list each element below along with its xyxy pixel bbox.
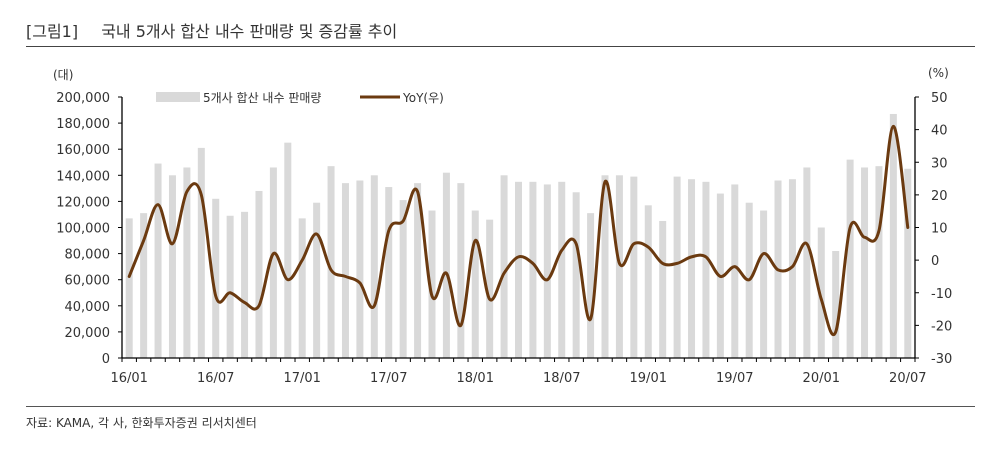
bar bbox=[731, 184, 739, 358]
bar bbox=[529, 181, 537, 358]
legend-bar-swatch bbox=[156, 92, 200, 102]
x-tick-label: 16/07 bbox=[197, 371, 234, 386]
x-tick-label: 18/07 bbox=[543, 371, 580, 386]
left-tick-label: 40,000 bbox=[65, 300, 111, 315]
bar bbox=[125, 218, 133, 358]
bar-series bbox=[125, 113, 912, 358]
bar bbox=[313, 202, 321, 358]
bar bbox=[846, 159, 854, 358]
bar bbox=[428, 210, 436, 358]
source-note: 자료: KAMA, 각 사, 한화투자증권 리서치센터 bbox=[26, 416, 257, 430]
right-tick-label: -10 bbox=[931, 287, 952, 302]
bar bbox=[284, 142, 292, 358]
x-tick-label: 20/01 bbox=[803, 371, 840, 386]
x-tick-label: 19/07 bbox=[716, 371, 753, 386]
title-divider bbox=[26, 46, 975, 47]
right-tick-label: 30 bbox=[931, 156, 948, 171]
right-tick-label: 10 bbox=[931, 222, 948, 237]
bar bbox=[760, 210, 768, 358]
bar bbox=[370, 175, 378, 358]
left-tick-label: 180,000 bbox=[56, 117, 110, 132]
right-tick-label: 0 bbox=[931, 254, 939, 269]
bar bbox=[457, 183, 465, 358]
bar bbox=[688, 179, 696, 358]
bar bbox=[817, 227, 825, 358]
bar bbox=[442, 172, 450, 358]
x-tick-label: 20/07 bbox=[889, 371, 926, 386]
bar bbox=[269, 167, 277, 358]
bar bbox=[601, 175, 609, 358]
bar bbox=[803, 167, 811, 358]
right-tick-label: -20 bbox=[931, 319, 952, 334]
right-axis-unit: (%) bbox=[928, 66, 949, 80]
legend: 5개사 합산 내수 판매량 YoY(우) bbox=[156, 91, 444, 105]
bar bbox=[500, 175, 508, 358]
bar bbox=[515, 181, 522, 358]
right-tick-label: 50 bbox=[931, 91, 948, 106]
bar bbox=[543, 184, 551, 358]
bar bbox=[356, 180, 364, 358]
bar bbox=[558, 181, 566, 358]
left-tick-label: 200,000 bbox=[56, 91, 110, 106]
bar bbox=[399, 200, 407, 358]
x-tick-label: 16/01 bbox=[110, 371, 147, 386]
right-tick-label: 20 bbox=[931, 189, 948, 204]
left-tick-label: 60,000 bbox=[65, 274, 111, 289]
bar bbox=[572, 192, 580, 358]
bar bbox=[587, 213, 595, 358]
left-tick-label: 120,000 bbox=[56, 195, 110, 210]
bar bbox=[385, 187, 393, 358]
right-tick-label: -30 bbox=[931, 352, 952, 367]
bar bbox=[154, 163, 162, 358]
bar bbox=[298, 218, 306, 358]
figure-label: [그림1] bbox=[26, 22, 79, 41]
x-tick-label: 18/01 bbox=[457, 371, 494, 386]
bar bbox=[644, 205, 652, 358]
right-tick-label: 40 bbox=[931, 124, 948, 139]
figure-title: 국내 5개사 합산 내수 판매량 및 증감률 추이 bbox=[101, 22, 398, 41]
bar bbox=[255, 190, 263, 358]
bar bbox=[832, 250, 840, 358]
bar bbox=[341, 183, 349, 358]
bar bbox=[327, 166, 335, 358]
left-tick-label: 20,000 bbox=[65, 326, 111, 341]
bar bbox=[889, 113, 897, 358]
bar bbox=[471, 210, 479, 358]
chart-title: [그림1] 국내 5개사 합산 내수 판매량 및 증감률 추이 bbox=[26, 18, 397, 42]
bar bbox=[486, 219, 494, 358]
left-tick-label: 160,000 bbox=[56, 143, 110, 158]
bar bbox=[241, 211, 249, 358]
x-tick-label: 17/07 bbox=[370, 371, 407, 386]
bar bbox=[875, 166, 883, 358]
legend-bar-label: 5개사 합산 내수 판매량 bbox=[203, 91, 321, 105]
bar bbox=[659, 220, 667, 358]
bar bbox=[197, 147, 205, 358]
left-axis-unit: (대) bbox=[53, 68, 74, 82]
bar bbox=[414, 183, 422, 358]
left-tick-label: 100,000 bbox=[56, 222, 110, 237]
x-tick-label: 17/01 bbox=[283, 371, 320, 386]
bar bbox=[212, 198, 220, 358]
footer-divider bbox=[26, 406, 975, 407]
bar bbox=[140, 213, 148, 358]
bar bbox=[615, 175, 623, 358]
left-tick-label: 140,000 bbox=[56, 169, 110, 184]
legend-line-label: YoY(우) bbox=[402, 91, 444, 105]
bar bbox=[904, 168, 912, 358]
left-tick-label: 0 bbox=[102, 352, 110, 367]
x-tick-label: 19/01 bbox=[630, 371, 667, 386]
bar bbox=[673, 176, 681, 358]
bar bbox=[630, 176, 638, 358]
bar bbox=[168, 175, 176, 358]
axes: 200,000 180,000 160,000 140,000 120,000 100,0… bbox=[56, 91, 952, 386]
yoy-line bbox=[127, 124, 910, 337]
bar bbox=[226, 215, 234, 358]
left-tick-label: 80,000 bbox=[65, 248, 111, 263]
bar bbox=[702, 181, 710, 358]
bar bbox=[861, 167, 869, 358]
bar bbox=[183, 167, 191, 358]
